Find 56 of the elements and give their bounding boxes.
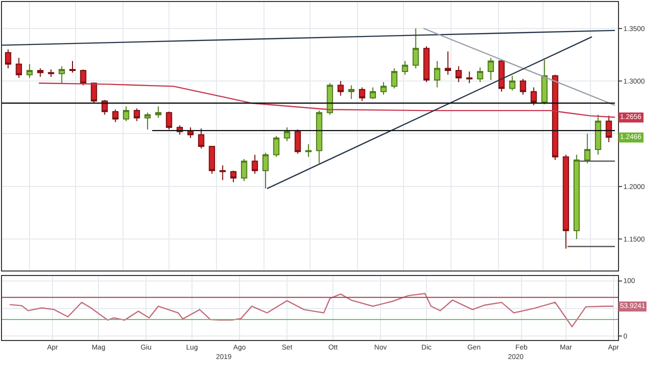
candlestick xyxy=(584,133,590,164)
candlestick xyxy=(530,86,537,106)
candlestick xyxy=(402,60,408,76)
candlestick xyxy=(134,108,140,122)
candlestick xyxy=(434,60,440,88)
candlestick xyxy=(594,114,602,156)
candlestick xyxy=(166,111,172,130)
candlestick xyxy=(541,59,548,105)
candlestick xyxy=(498,59,505,92)
candlestick xyxy=(456,66,462,83)
candlestick xyxy=(198,128,204,149)
candlestick xyxy=(16,57,22,78)
candlestick xyxy=(444,51,452,76)
candlestick xyxy=(476,66,484,83)
candlestick xyxy=(338,80,344,96)
candlestick xyxy=(230,170,237,183)
candlestick xyxy=(273,135,280,158)
candlestick xyxy=(90,82,98,104)
candlestick xyxy=(26,64,33,78)
candlestick xyxy=(466,71,472,84)
candlestick xyxy=(370,86,376,100)
candlestick xyxy=(208,146,216,174)
candlestick xyxy=(552,74,558,161)
candlestick xyxy=(574,154,580,240)
candlestick xyxy=(48,68,54,78)
candlestick xyxy=(294,129,301,154)
candlestick xyxy=(220,164,226,181)
candlestick xyxy=(122,106,130,122)
candlestick xyxy=(187,126,194,138)
candlestick xyxy=(58,66,65,84)
candlestick xyxy=(80,68,86,86)
candlestick xyxy=(412,28,419,69)
candlestick xyxy=(380,82,387,96)
candlestick xyxy=(262,152,269,190)
candlestick xyxy=(520,78,526,96)
candlestick xyxy=(509,75,516,92)
candlestick xyxy=(305,144,312,158)
line-series xyxy=(9,292,614,328)
candlestick xyxy=(37,68,44,78)
candlestick xyxy=(606,115,612,143)
candlestick xyxy=(348,84,354,100)
candlestick xyxy=(240,158,248,182)
candlestick xyxy=(144,112,151,130)
candlestick xyxy=(391,68,398,89)
line-series xyxy=(38,82,616,118)
candlestick xyxy=(358,86,366,102)
candlestick xyxy=(562,154,570,250)
candlestick xyxy=(112,108,119,123)
candlestick xyxy=(423,46,430,83)
candlestick xyxy=(316,110,322,164)
candlestick xyxy=(488,57,494,80)
candlestick xyxy=(284,126,290,142)
candlestick xyxy=(5,48,12,69)
candlestick xyxy=(155,106,162,118)
candlestick xyxy=(252,154,258,174)
candlestick xyxy=(69,60,76,74)
